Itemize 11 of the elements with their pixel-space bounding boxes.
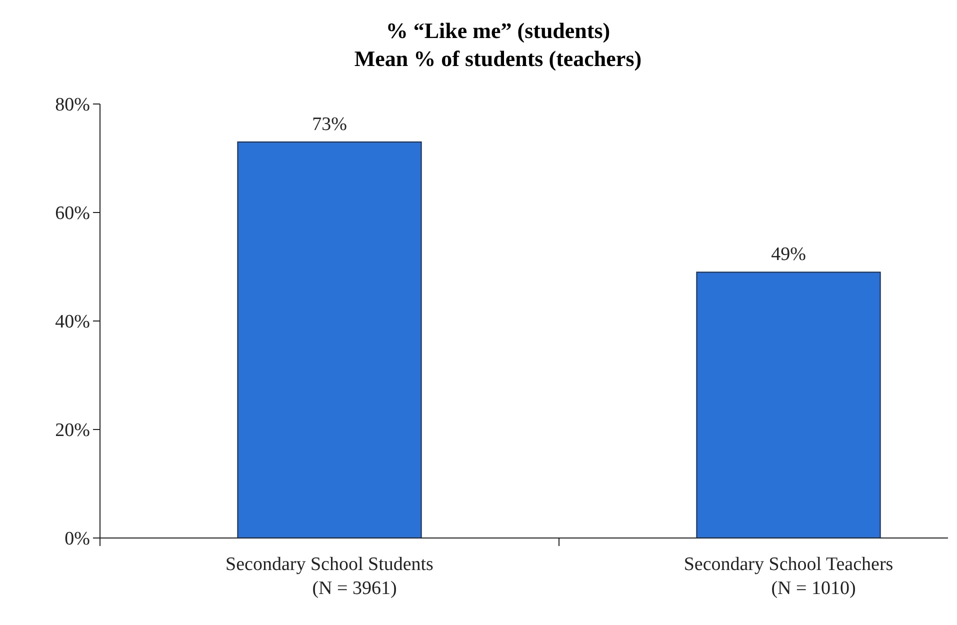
x-tick-label: Secondary School Teachers (N = 1010) [684,554,894,599]
y-tick-label: 60% [55,203,90,224]
y-tick-label: 20% [55,420,90,442]
chart-subtitle: Mean % of students (teachers) [354,46,642,71]
data-label: 73% [312,114,348,135]
y-tick-label: 80% [55,94,90,116]
chart-title: % “Like me” (students) [386,18,610,43]
y-tick-label: 0% [64,528,90,550]
x-tick-label: Secondary School Students (N = 3961) [226,554,434,599]
data-label: 49% [771,244,806,266]
y-tick-label: 40% [55,312,90,333]
